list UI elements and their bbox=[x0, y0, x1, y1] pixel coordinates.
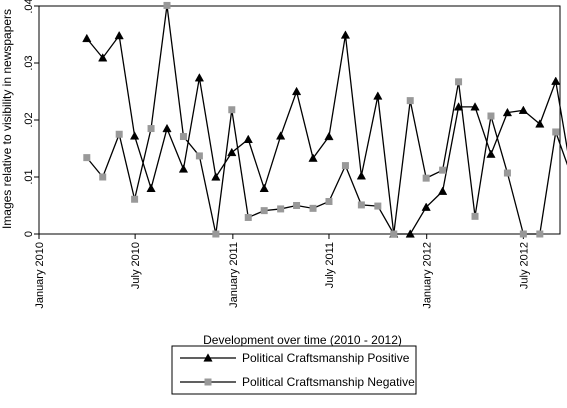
series-layer bbox=[82, 1, 567, 238]
data-point bbox=[243, 134, 253, 143]
y-tick-label: 0 bbox=[23, 231, 35, 237]
legend-marker bbox=[203, 353, 213, 362]
data-point bbox=[551, 76, 561, 85]
data-point bbox=[341, 162, 349, 170]
data-point bbox=[519, 230, 527, 238]
data-point bbox=[115, 130, 123, 138]
data-point bbox=[439, 166, 447, 174]
data-point bbox=[228, 106, 236, 114]
legend-label: Political Craftsmanship Negative bbox=[242, 375, 415, 389]
data-point bbox=[503, 169, 511, 177]
data-point bbox=[291, 86, 302, 96]
data-point bbox=[259, 183, 269, 193]
data-point bbox=[325, 198, 333, 206]
data-point bbox=[374, 202, 382, 210]
data-point bbox=[83, 154, 91, 162]
data-point bbox=[162, 123, 172, 133]
y-tick-label: .03 bbox=[23, 55, 35, 70]
data-point bbox=[82, 33, 92, 43]
data-point bbox=[195, 152, 203, 160]
data-point bbox=[260, 207, 268, 215]
y-tick-label: .02 bbox=[23, 112, 35, 127]
data-point bbox=[194, 73, 205, 82]
x-tick-label: January 2010 bbox=[34, 242, 46, 309]
series-group bbox=[83, 1, 567, 238]
x-axis-title: Development over time (2010 - 2012) bbox=[203, 333, 402, 347]
y-tick-label: .01 bbox=[23, 169, 35, 184]
data-point bbox=[536, 230, 544, 238]
data-point bbox=[131, 195, 139, 203]
legend-label: Political Craftsmanship Positive bbox=[242, 351, 410, 365]
data-point bbox=[179, 133, 187, 141]
data-point bbox=[470, 102, 480, 111]
data-point bbox=[471, 212, 479, 220]
x-tick-label: January 2012 bbox=[422, 242, 434, 309]
data-point bbox=[277, 205, 285, 213]
data-point bbox=[114, 30, 124, 40]
data-point bbox=[129, 131, 140, 140]
legend-marker bbox=[204, 378, 212, 386]
data-point bbox=[455, 78, 463, 86]
data-point bbox=[502, 107, 513, 117]
x-axis: January 2010 July 2010 January 2011 July 20… bbox=[34, 234, 530, 309]
data-point bbox=[486, 149, 496, 158]
data-point bbox=[340, 30, 351, 39]
data-point bbox=[99, 173, 107, 181]
data-point bbox=[438, 186, 448, 195]
y-tick-label: .04 bbox=[23, 0, 35, 14]
data-point bbox=[147, 125, 155, 133]
y-axis: 0 .01 .02 .03 .04 bbox=[23, 0, 39, 237]
legend-box bbox=[171, 345, 417, 395]
data-point bbox=[146, 183, 156, 193]
data-point bbox=[518, 105, 528, 114]
data-point bbox=[422, 174, 430, 182]
x-tick-label: July 2012 bbox=[518, 242, 530, 289]
data-point bbox=[357, 201, 365, 209]
x-tick-label: January 2011 bbox=[228, 242, 240, 308]
data-point bbox=[309, 204, 317, 212]
data-point bbox=[552, 128, 560, 136]
x-tick-label: July 2011 bbox=[324, 242, 336, 288]
data-point bbox=[211, 172, 221, 181]
data-point bbox=[308, 153, 318, 162]
data-point bbox=[405, 229, 415, 238]
data-point bbox=[244, 213, 252, 221]
x-tick-label: July 2010 bbox=[130, 242, 142, 289]
data-point bbox=[276, 131, 286, 140]
data-point bbox=[227, 147, 237, 157]
y-axis-title: Images relative to visibility in newspap… bbox=[0, 9, 14, 229]
data-point bbox=[178, 164, 189, 173]
data-point bbox=[373, 91, 383, 100]
legend: Political Craftsmanship Positive Politica… bbox=[171, 345, 417, 395]
data-point bbox=[487, 112, 495, 120]
data-point bbox=[356, 171, 366, 180]
data-point bbox=[390, 230, 398, 238]
data-point bbox=[293, 202, 301, 209]
data-point bbox=[324, 131, 334, 141]
data-point bbox=[535, 119, 545, 128]
data-point bbox=[212, 230, 220, 238]
data-point bbox=[421, 202, 431, 211]
series-group bbox=[82, 30, 567, 238]
data-point bbox=[163, 1, 171, 9]
data-point bbox=[98, 53, 108, 62]
data-point bbox=[406, 97, 414, 105]
data-point bbox=[453, 102, 464, 111]
